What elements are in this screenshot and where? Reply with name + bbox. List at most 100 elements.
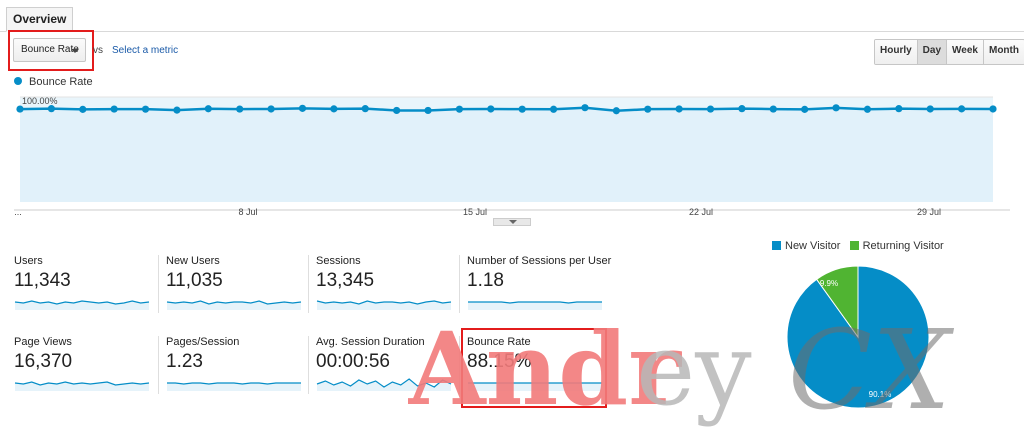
data-point[interactable] bbox=[738, 105, 746, 113]
sparkline-fill bbox=[468, 383, 602, 391]
data-point[interactable] bbox=[141, 105, 150, 113]
data-point[interactable] bbox=[16, 105, 24, 113]
data-point[interactable] bbox=[612, 107, 620, 115]
data-point[interactable] bbox=[958, 105, 966, 113]
sparkline-fill bbox=[167, 301, 301, 310]
data-point[interactable] bbox=[298, 104, 307, 112]
data-point[interactable] bbox=[644, 105, 652, 113]
data-point[interactable] bbox=[581, 104, 589, 112]
data-point[interactable] bbox=[424, 106, 432, 115]
metric-value: 13,345 bbox=[316, 270, 375, 291]
sparkline-line bbox=[316, 300, 452, 305]
granularity-day-button[interactable]: Day bbox=[916, 40, 947, 64]
pie-slice-label: 90.1% bbox=[869, 390, 892, 399]
metric-value: 00:00:56 bbox=[316, 351, 390, 372]
metric-label: Avg. Session Duration bbox=[316, 336, 425, 348]
data-point[interactable] bbox=[675, 105, 683, 113]
data-point[interactable] bbox=[518, 105, 526, 113]
watermark-text-left: Andr bbox=[408, 310, 682, 428]
data-point[interactable] bbox=[926, 105, 934, 113]
data-point[interactable] bbox=[549, 105, 558, 113]
metric-label: Users bbox=[14, 255, 43, 267]
legend-returning-visitor: Returning Visitor bbox=[862, 240, 944, 252]
sparkline-line bbox=[14, 300, 150, 305]
pie-slice-label: 9.9% bbox=[820, 279, 838, 288]
data-point[interactable] bbox=[895, 105, 903, 113]
metric-label: Sessions bbox=[316, 255, 361, 267]
data-point[interactable] bbox=[267, 105, 275, 113]
sparkline-line bbox=[468, 301, 602, 304]
legend-swatch-new bbox=[772, 241, 781, 250]
data-point[interactable] bbox=[769, 105, 777, 113]
legend-new-visitor: New Visitor bbox=[785, 240, 841, 252]
sparkline bbox=[468, 301, 602, 310]
data-point[interactable] bbox=[455, 105, 464, 113]
tile-divider bbox=[158, 336, 159, 394]
data-point[interactable] bbox=[236, 105, 244, 113]
metric-label: Pages/Session bbox=[166, 336, 240, 348]
data-point[interactable] bbox=[989, 105, 997, 113]
sparkline bbox=[167, 382, 301, 391]
data-point[interactable] bbox=[79, 105, 87, 113]
metric-dropdown-label: Bounce Rate bbox=[21, 44, 79, 55]
watermark-text-right: ey bbox=[636, 311, 752, 428]
data-point[interactable] bbox=[801, 105, 809, 113]
metric-tile[interactable]: New Users 11,035 bbox=[158, 255, 306, 315]
metric-label: Number of Sessions per User bbox=[467, 255, 612, 267]
chart-collapse-toggle[interactable] bbox=[493, 218, 531, 226]
metric-tile[interactable]: Bounce Rate 88.15% bbox=[459, 336, 607, 396]
data-point[interactable] bbox=[110, 105, 118, 113]
data-point[interactable] bbox=[361, 105, 369, 113]
metric-tile[interactable]: Number of Sessions per User 1.18 bbox=[459, 255, 612, 315]
metric-value: 16,370 bbox=[14, 351, 73, 372]
sparkline-fill bbox=[317, 301, 451, 310]
watermark-monogram: CX bbox=[788, 306, 954, 434]
granularity-hourly-button[interactable]: Hourly bbox=[875, 40, 917, 64]
x-tick-label: 29 Jul bbox=[917, 207, 941, 217]
metric-tile[interactable]: Sessions 13,345 bbox=[308, 255, 456, 315]
metric-label: Bounce Rate bbox=[467, 336, 531, 348]
data-point[interactable] bbox=[487, 105, 495, 113]
data-point[interactable] bbox=[330, 105, 338, 113]
x-tick-label: 15 Jul bbox=[463, 207, 487, 217]
sparkline-fill bbox=[167, 383, 301, 391]
metric-tile[interactable]: Users 11,343 bbox=[14, 255, 154, 315]
granularity-week-button[interactable]: Week bbox=[946, 40, 983, 64]
sparkline bbox=[468, 382, 602, 391]
data-point[interactable] bbox=[863, 105, 872, 113]
metric-tile[interactable]: Pages/Session 1.23 bbox=[158, 336, 306, 396]
data-point[interactable] bbox=[706, 105, 715, 113]
data-point[interactable] bbox=[47, 105, 55, 113]
legend-label: Bounce Rate bbox=[29, 76, 93, 88]
metric-tile[interactable]: Avg. Session Duration 00:00:56 bbox=[308, 336, 456, 396]
sparkline-fill bbox=[317, 379, 451, 391]
x-tick-label: 22 Jul bbox=[689, 207, 713, 217]
metric-tile[interactable]: Page Views 16,370 bbox=[14, 336, 154, 396]
x-tick-label: ... bbox=[14, 207, 22, 217]
tile-divider bbox=[459, 255, 460, 313]
series-area bbox=[20, 107, 993, 202]
metric-label: New Users bbox=[166, 255, 220, 267]
sparkline bbox=[14, 300, 150, 310]
sparkline-fill bbox=[15, 382, 149, 391]
metric-dropdown[interactable]: Bounce Rate bbox=[13, 38, 86, 62]
data-point[interactable] bbox=[204, 105, 212, 113]
sparkline-line bbox=[316, 378, 452, 388]
chevron-down-icon bbox=[71, 49, 79, 53]
y-tick-label: 100.00% bbox=[22, 96, 58, 106]
visitor-pie-chart: 90.1% 9.9% bbox=[786, 265, 930, 409]
pie-legend: New Visitor Returning Visitor bbox=[772, 240, 944, 252]
legend-swatch-returning bbox=[849, 241, 859, 250]
select-metric-link[interactable]: Select a metric bbox=[112, 45, 179, 56]
data-point[interactable] bbox=[173, 106, 181, 114]
tab-overview[interactable]: Overview bbox=[6, 7, 74, 32]
data-point[interactable] bbox=[832, 104, 840, 112]
data-point[interactable] bbox=[393, 106, 401, 115]
granularity-switch: Hourly Day Week Month bbox=[874, 39, 1024, 65]
metric-value: 11,343 bbox=[14, 270, 71, 291]
pie-slice[interactable] bbox=[815, 265, 859, 339]
sparkline bbox=[166, 300, 302, 310]
highlight-box-metric bbox=[8, 30, 94, 71]
granularity-month-button[interactable]: Month bbox=[982, 40, 1024, 64]
